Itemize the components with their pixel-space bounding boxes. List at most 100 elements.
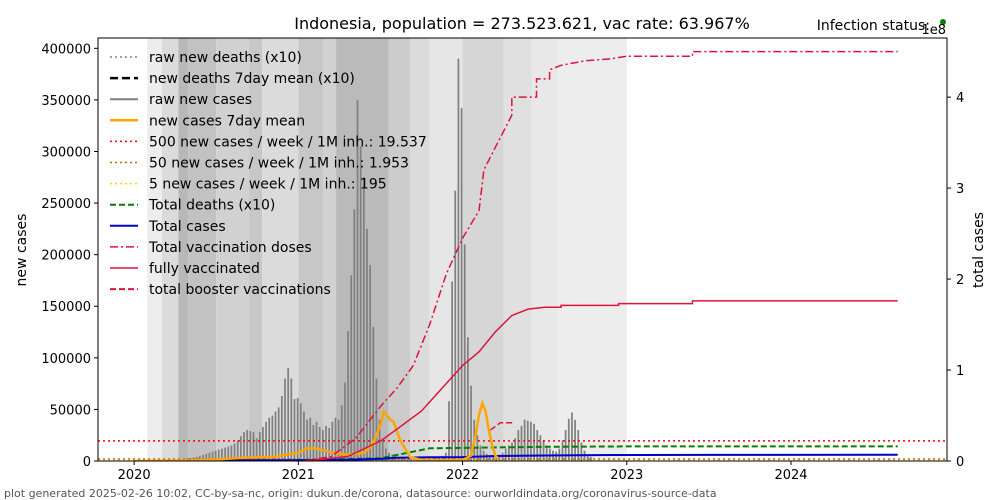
raw-new-cases-bar xyxy=(479,445,482,461)
raw-new-cases-bar xyxy=(230,445,233,461)
x-tick-label: 2021 xyxy=(282,468,315,483)
raw-new-cases-bar xyxy=(457,58,460,461)
raw-new-cases-bar xyxy=(277,407,280,461)
background-band xyxy=(147,38,163,461)
raw-new-cases-bar xyxy=(208,452,211,461)
raw-new-cases-bar xyxy=(328,427,331,461)
raw-new-cases-bar xyxy=(249,431,252,461)
x-tick-label: 2020 xyxy=(118,468,151,483)
raw-new-cases-bar xyxy=(539,435,542,461)
raw-new-cases-bar xyxy=(299,403,302,461)
chart-title: Indonesia, population = 273.523.621, vac… xyxy=(294,14,750,33)
background-band xyxy=(298,38,323,461)
y-left-tick-label: 150000 xyxy=(41,300,91,315)
raw-new-cases-bar xyxy=(356,99,359,461)
raw-new-cases-bar xyxy=(504,448,507,461)
y-right-tick-label: 1 xyxy=(956,364,964,379)
raw-new-cases-bar xyxy=(400,457,403,461)
background-band xyxy=(216,38,250,461)
y-left-tick-label: 100000 xyxy=(41,352,91,367)
raw-new-cases-bar xyxy=(467,337,469,461)
legend-label: raw new cases xyxy=(149,92,252,108)
y-right-tick-label: 3 xyxy=(956,182,964,197)
legend-label: Total cases xyxy=(148,219,226,235)
raw-new-cases-bar xyxy=(306,419,308,461)
raw-new-cases-bar xyxy=(561,440,564,461)
legend-label: 500 new cases / week / 1M inh.: 19.537 xyxy=(149,134,427,150)
raw-new-cases-bar xyxy=(233,443,236,461)
y-axis-right: 0 1 2 3 4 xyxy=(947,91,964,470)
raw-new-cases-bar xyxy=(224,447,226,461)
raw-new-cases-bar xyxy=(489,454,491,461)
new-deaths-line xyxy=(490,422,516,431)
raw-new-cases-bar xyxy=(318,426,321,461)
raw-new-cases-bar xyxy=(385,448,387,461)
background-band xyxy=(388,38,411,461)
raw-new-cases-bar xyxy=(375,378,378,461)
raw-new-cases-bar xyxy=(265,421,267,461)
raw-new-cases-bar xyxy=(236,440,239,461)
raw-new-cases-bar xyxy=(485,453,488,461)
raw-new-cases-bar xyxy=(460,108,463,461)
background-band xyxy=(410,38,430,461)
legend-label: raw new deaths (x10) xyxy=(149,50,302,66)
raw-new-cases-bar xyxy=(350,275,353,461)
background-bands xyxy=(147,38,627,461)
y-right-tick-label: 0 xyxy=(956,455,964,470)
x-tick-label: 2024 xyxy=(774,468,807,483)
raw-new-cases-bar xyxy=(221,448,223,461)
infection-status-dot xyxy=(940,19,946,25)
raw-new-cases-bar xyxy=(530,421,532,461)
background-band xyxy=(262,38,299,461)
background-band xyxy=(531,38,558,461)
raw-new-cases-bar xyxy=(362,177,365,461)
raw-new-cases-bar xyxy=(574,419,576,461)
footer-credit: plot generated 2025-02-26 10:02, CC-by-s… xyxy=(4,487,717,500)
raw-new-cases-bar xyxy=(520,425,523,461)
raw-new-cases-bar xyxy=(511,442,513,461)
background-band xyxy=(462,38,504,461)
y-left-tick-label: 50000 xyxy=(50,403,91,418)
raw-new-cases-bar xyxy=(321,430,324,461)
legend-label: Total vaccination doses xyxy=(148,240,312,256)
raw-new-cases-bar xyxy=(344,382,346,461)
legend-label: Total deaths (x10) xyxy=(148,198,275,214)
raw-new-cases-bar xyxy=(227,446,230,461)
raw-new-cases-bar xyxy=(262,426,264,461)
raw-new-cases-bar xyxy=(246,430,249,461)
plot-frame xyxy=(97,37,948,462)
raw-new-cases-bar xyxy=(545,445,548,461)
raw-new-cases-bar xyxy=(255,438,258,461)
raw-new-cases-bar xyxy=(353,209,356,461)
total-cases-line xyxy=(158,453,898,461)
raw-new-cases-bar xyxy=(495,455,498,461)
raw-new-cases-bar xyxy=(564,430,567,461)
raw-new-cases-bar xyxy=(202,454,204,461)
raw-new-cases-bar xyxy=(325,425,327,461)
raw-new-cases-bar xyxy=(533,423,535,461)
fully-vaccinated-line xyxy=(306,300,898,461)
raw-new-cases-bar xyxy=(331,421,334,461)
x-axis: 2020 2021 2022 2023 2024 xyxy=(118,461,808,483)
raw-new-cases-bar xyxy=(536,430,539,461)
raw-new-cases-bar xyxy=(407,458,409,461)
raw-new-cases-bar xyxy=(284,378,286,461)
background-band xyxy=(336,38,389,461)
raw-new-cases-bar xyxy=(586,454,589,461)
y-right-tick-label: 2 xyxy=(956,273,964,288)
background-band xyxy=(503,38,532,461)
raw-new-cases-bar xyxy=(580,442,583,461)
raw-new-cases-bar xyxy=(268,417,271,461)
legend: raw new deaths (x10) new deaths 7day mean… xyxy=(110,50,427,298)
infection-status-label: Infection status: xyxy=(817,18,930,34)
raw-new-cases-bar xyxy=(243,432,245,461)
legend-label: total booster vaccinations xyxy=(149,282,331,298)
raw-new-cases-bar xyxy=(347,331,349,461)
background-band xyxy=(162,38,179,461)
raw-new-cases-bar xyxy=(381,438,384,461)
new-cases-7day-mean-line xyxy=(134,399,500,461)
total-vaccination-doses-line xyxy=(303,50,898,461)
y-right-tick-label: 4 xyxy=(956,91,964,106)
y-axis-left: 0 50000 100000 150000 200000 250000 300000 3500… xyxy=(41,42,98,470)
